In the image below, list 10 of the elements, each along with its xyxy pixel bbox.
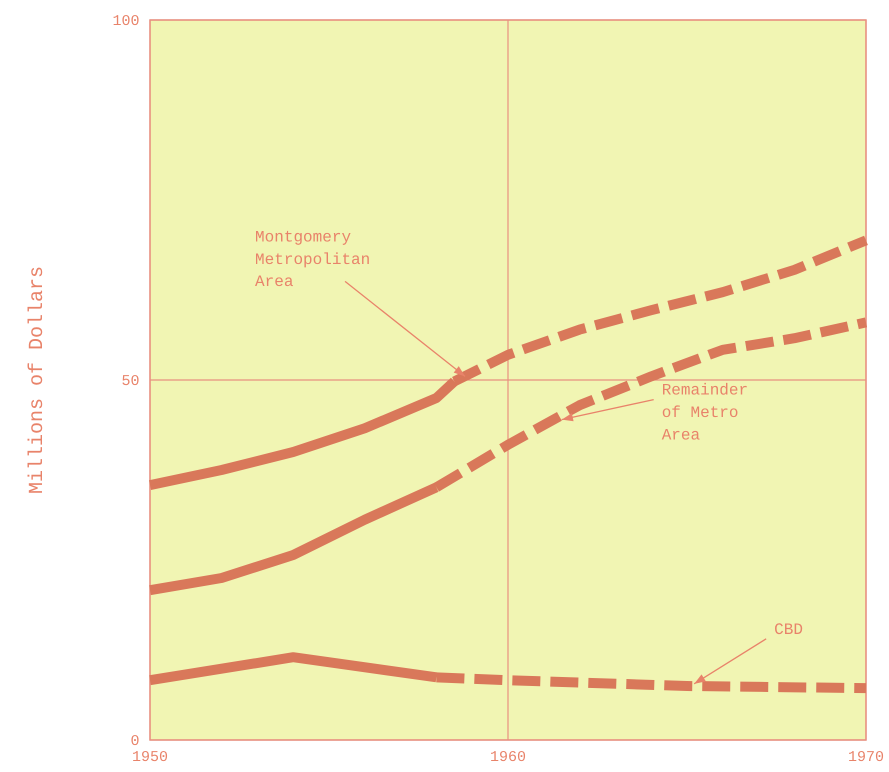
x-tick-label: 1970 <box>848 749 884 766</box>
y-axis-title: Millions of Dollars <box>26 266 49 494</box>
y-tick-label: 0 <box>130 732 140 750</box>
x-tick-label: 1950 <box>132 749 168 766</box>
x-tick-label: 1960 <box>490 749 526 766</box>
y-tick-label: 50 <box>121 372 140 390</box>
annotation: Montgomery Metropolitan Area <box>255 228 370 292</box>
annotation: CBD <box>774 620 803 639</box>
annotation: Remainder of Metro Area <box>662 382 748 444</box>
y-tick-label: 100 <box>112 12 140 30</box>
